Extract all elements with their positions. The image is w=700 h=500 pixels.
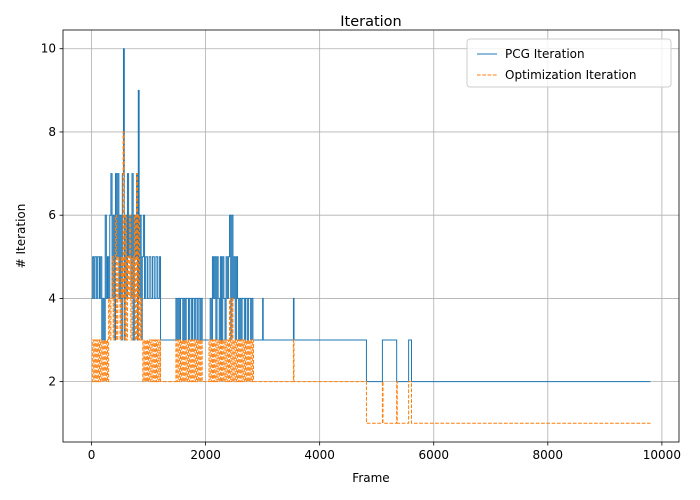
plot-frame — [62, 29, 680, 443]
x-tick-label: 10000 — [643, 448, 681, 462]
y-tick-label: 6 — [48, 208, 56, 222]
y-axis-title: # Iteration — [14, 204, 28, 269]
y-tick-label: 10 — [41, 42, 56, 56]
y-axis: 2 4 6 8 10 — [41, 42, 63, 389]
x-axis: 0 2000 4000 6000 8000 10000 — [88, 442, 681, 462]
series-line-optimization-iteration — [91, 131, 651, 424]
legend-box — [466, 38, 672, 88]
x-tick-label: 6000 — [418, 448, 449, 462]
x-tick-label: 4000 — [304, 448, 335, 462]
series-line-pcg-iteration — [91, 48, 651, 383]
chart-title: Iteration — [340, 14, 402, 30]
x-axis-title: Frame — [352, 471, 389, 485]
legend-label-optimization: Optimization Iteration — [505, 68, 636, 82]
plot-area — [63, 30, 679, 442]
legend: PCG Iteration Optimization Iteration — [466, 38, 672, 88]
x-tick-label: 0 — [88, 448, 96, 462]
x-tick-label: 2000 — [190, 448, 221, 462]
y-tick-label: 2 — [48, 375, 56, 389]
y-tick-label: 4 — [48, 291, 56, 305]
series-layer — [91, 48, 651, 424]
x-tick-label: 8000 — [533, 448, 564, 462]
y-tick-label: 8 — [48, 125, 56, 139]
legend-label-pcg: PCG Iteration — [505, 47, 585, 61]
